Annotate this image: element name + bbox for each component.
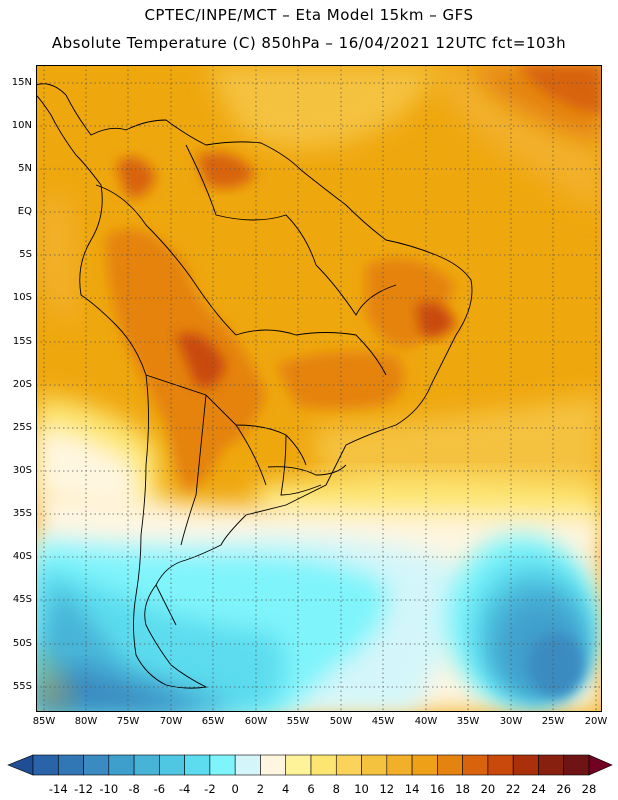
map-title: CPTEC/INPE/MCT – Eta Model 15km – GFS	[144, 6, 474, 24]
lat-label: 40S	[12, 551, 32, 562]
colorbar-tick-label: -10	[99, 782, 119, 796]
lat-label: 5S	[19, 249, 32, 260]
lat-label: 35S	[12, 508, 32, 519]
colorbar-tick-label: 16	[430, 782, 445, 796]
colorbar-tick-label: -2	[204, 782, 216, 796]
hot-spot-bolivia	[176, 333, 226, 388]
colorbar-arrow-low	[7, 754, 34, 776]
colorbar-tick-label: 0	[231, 782, 239, 796]
hot-spot-colombia	[116, 157, 156, 198]
colorbar-swatch	[184, 754, 211, 776]
colorbar-swatch	[411, 754, 438, 776]
yellow-field-caribbean	[206, 65, 436, 148]
colorbar-tick-label: 10	[354, 782, 369, 796]
lat-label: 30S	[12, 465, 32, 476]
colorbar-tick-label: -6	[153, 782, 166, 796]
colorbar-swatch	[260, 754, 287, 776]
temperature-map	[36, 65, 602, 712]
lat-label: 20S	[12, 379, 32, 390]
colorbar-swatch	[462, 754, 489, 776]
dark-blue-field-drake	[36, 665, 196, 712]
lon-label: 55W	[286, 716, 310, 727]
colorbar-swatch	[209, 754, 236, 776]
lon-label: 30W	[499, 716, 523, 727]
lon-label: 75W	[116, 716, 140, 727]
colorbar-tick-label: 24	[531, 782, 546, 796]
colorbar-tick-label: 26	[556, 782, 572, 796]
lon-label: 70W	[159, 716, 183, 727]
hot-field-andes	[106, 229, 266, 496]
hot-spot-venezuela	[196, 152, 256, 189]
yellow-field-pacific	[36, 192, 76, 325]
colorbar-swatch	[108, 754, 135, 776]
colorbar-tick-label: -8	[128, 782, 140, 796]
lon-label: 45W	[371, 716, 395, 727]
colorbar-legend	[7, 754, 613, 776]
lat-label: 25S	[12, 422, 32, 433]
lat-label: 15N	[11, 77, 32, 88]
dark-blue-core-atlantic-low	[528, 633, 584, 697]
colorbar-arrow-high	[588, 754, 613, 776]
map-canvas	[36, 65, 602, 712]
lat-label: 10N	[11, 120, 32, 131]
colorbar-tick-label: 28	[581, 782, 597, 796]
lat-label: 15S	[12, 336, 32, 347]
colorbar-swatch	[386, 754, 413, 776]
lon-label: 80W	[74, 716, 98, 727]
colorbar-tick-label: 18	[455, 782, 470, 796]
colorbar-swatch	[487, 754, 514, 776]
colorbar-tick-label: 2	[256, 782, 265, 796]
warm-field-southwest-edge	[36, 645, 76, 712]
colorbar-tick-label: 6	[307, 782, 315, 796]
colorbar-tick-label: 4	[282, 782, 290, 796]
colorbar-swatch	[285, 754, 312, 776]
lat-label: 45S	[12, 594, 32, 605]
colorbar-tick-label: 14	[404, 782, 420, 796]
colorbar-swatch	[83, 754, 110, 776]
lat-label: 50S	[12, 638, 32, 649]
lat-label: 10S	[12, 292, 32, 303]
colorbar-swatch	[512, 754, 539, 776]
colorbar-tick-label: 12	[379, 782, 395, 796]
colorbar-swatch	[133, 754, 160, 776]
map-border	[36, 65, 602, 712]
hot-field-northeast-brazil	[366, 258, 456, 347]
map-subtitle: Absolute Temperature (C) 850hPa – 16/04/…	[51, 34, 567, 52]
lon-label: 65W	[201, 716, 225, 727]
lon-label: 50W	[329, 716, 353, 727]
colorbar-tick-label: -14	[48, 782, 68, 796]
lon-label: 35W	[456, 716, 480, 727]
lon-label: 40W	[414, 716, 438, 727]
lon-label: 60W	[244, 716, 268, 727]
coastlines	[36, 83, 473, 689]
colorbar-swatch	[361, 754, 388, 776]
colorbar-tick-label: -4	[178, 782, 191, 796]
lat-label: EQ	[17, 206, 32, 217]
lon-label: 20W	[584, 716, 608, 727]
colorbar-tick-label: 8	[332, 782, 340, 796]
colorbar-swatch	[310, 754, 337, 776]
lat-label: 5N	[18, 163, 32, 174]
hot-spot-bahia	[416, 302, 456, 339]
colorbar-swatch	[437, 754, 463, 776]
colorbar-swatch	[538, 754, 565, 776]
colorbar-swatch	[563, 754, 590, 776]
lat-label: 55S	[12, 681, 32, 692]
colorbar-tick-label: 20	[480, 782, 496, 796]
colorbar-tick-label: -12	[74, 782, 93, 796]
colorbar-swatch	[57, 754, 84, 776]
colorbar-swatch	[335, 754, 362, 776]
hot-field-central-brazil	[276, 351, 404, 410]
hottest-field-northeast	[516, 65, 602, 115]
lon-label: 85W	[32, 716, 56, 727]
colorbar-swatch	[159, 754, 185, 776]
colorbar-swatch	[32, 754, 59, 776]
lon-label: 25W	[541, 716, 565, 727]
colorbar-tick-label: 22	[505, 782, 521, 796]
colorbar-swatch	[234, 754, 261, 776]
